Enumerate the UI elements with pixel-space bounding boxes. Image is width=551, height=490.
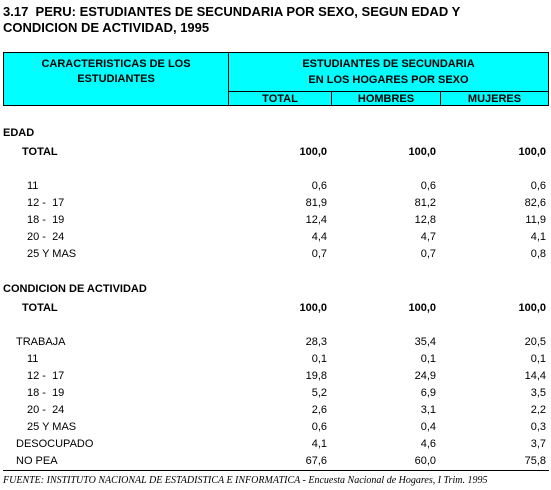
cell-value: 0,6 [311, 421, 327, 433]
cell-value: 14,4 [524, 370, 546, 382]
cell-value: 100,0 [518, 146, 546, 158]
cell-value: 3,1 [420, 404, 436, 416]
cell-value: 3,5 [530, 387, 546, 399]
cell-value: 0,8 [530, 248, 546, 260]
cell-value: 0,1 [420, 353, 436, 365]
header-label: ESTUDIANTES [77, 73, 155, 85]
cell-value: 2,6 [311, 404, 327, 416]
cell-value: 4,4 [311, 231, 327, 243]
cell-value: 20,5 [524, 336, 546, 348]
column-header: TOTAL [262, 93, 298, 105]
cell-value: 100,0 [299, 146, 327, 158]
cell-value: 0,4 [420, 421, 436, 433]
cell-value: 4,1 [311, 438, 327, 450]
cell-value: 12,8 [414, 214, 436, 226]
cell-value: 81,9 [305, 197, 327, 209]
row-label: 11 [27, 353, 39, 365]
cell-value: 82,6 [524, 197, 546, 209]
cell-value: 12,4 [305, 214, 327, 226]
cell-value: 2,2 [530, 404, 546, 416]
row-label: 25 Y MAS [27, 248, 77, 260]
cell-value: 6,9 [420, 387, 436, 399]
header-label: CARACTERISTICAS DE LOS [41, 58, 191, 70]
cell-value: 4,6 [420, 438, 436, 450]
cell-value: 3,7 [530, 438, 546, 450]
cell-value: 0,1 [530, 353, 546, 365]
cell-value: 0,1 [311, 353, 327, 365]
header-cell [3, 52, 229, 106]
cell-value: 100,0 [408, 146, 436, 158]
cell-value: 4,1 [530, 231, 546, 243]
cell-value: 19,8 [305, 370, 327, 382]
row-label: 20 - 24 [27, 404, 65, 416]
section-title: EDAD [3, 127, 35, 139]
column-header: MUJERES [467, 93, 522, 105]
header-label: EN LOS HOGARES POR SEXO [308, 74, 469, 86]
section-title: CONDICION DE ACTIVIDAD [3, 283, 147, 295]
cell-value: 0,6 [530, 180, 546, 192]
row-label: 11 [27, 180, 39, 192]
cell-value: 0,7 [420, 248, 436, 260]
cell-value: 75,8 [524, 455, 546, 467]
cell-value: 100,0 [408, 302, 436, 314]
row-label: 18 - 19 [27, 387, 65, 399]
row-label: TRABAJA [16, 336, 66, 348]
header-label: ESTUDIANTES DE SECUNDARIA [302, 58, 475, 70]
footer: FUENTE: INSTITUTO NACIONAL DE ESTADISTIC… [3, 475, 488, 486]
cell-value: 67,6 [305, 455, 327, 467]
cell-value: 35,4 [414, 336, 436, 348]
cell-value: 28,3 [305, 336, 327, 348]
row-label: TOTAL [22, 302, 58, 314]
cell-value: 0,6 [311, 180, 327, 192]
cell-value: 100,0 [518, 302, 546, 314]
row-label: NO PEA [16, 455, 58, 467]
cell-value: 0,6 [420, 180, 436, 192]
header-cell [228, 52, 549, 92]
row-label: 18 - 19 [27, 214, 65, 226]
cell-value: 81,2 [414, 197, 436, 209]
row-label: 12 - 17 [27, 197, 65, 209]
cell-value: 60,0 [414, 455, 436, 467]
cell-value: 11,9 [525, 214, 546, 226]
cell-value: 0,3 [530, 421, 546, 433]
cell-value: 24,9 [414, 370, 436, 382]
row-label: 25 Y MAS [27, 421, 77, 433]
row-label: 12 - 17 [27, 370, 65, 382]
row-label: 20 - 24 [27, 231, 65, 243]
cell-value: 0,7 [311, 248, 327, 260]
table-rule [3, 470, 549, 471]
title-line: 3.17 PERU: ESTUDIANTES DE SECUNDARIA POR… [3, 4, 461, 19]
cell-value: 5,2 [311, 387, 327, 399]
cell-value: 4,7 [420, 231, 436, 243]
title-line: CONDICION DE ACTIVIDAD, 1995 [3, 20, 210, 35]
row-label: TOTAL [22, 146, 58, 158]
cell-value: 100,0 [299, 302, 327, 314]
column-header: HOMBRES [357, 93, 415, 105]
header-cell [440, 91, 549, 106]
row-label: DESOCUPADO [16, 438, 94, 450]
